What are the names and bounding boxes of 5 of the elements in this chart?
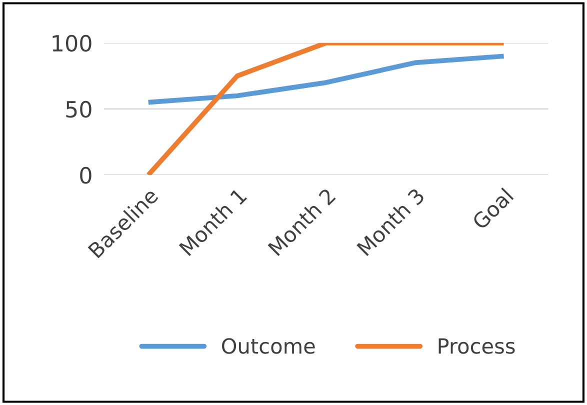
y-tick-label: 0: [80, 166, 92, 184]
y-tick-label: 50: [66, 100, 92, 118]
legend-label: Process: [438, 338, 515, 354]
legend-label: Outcome: [222, 338, 315, 354]
y-tick-label: 100: [52, 34, 92, 52]
